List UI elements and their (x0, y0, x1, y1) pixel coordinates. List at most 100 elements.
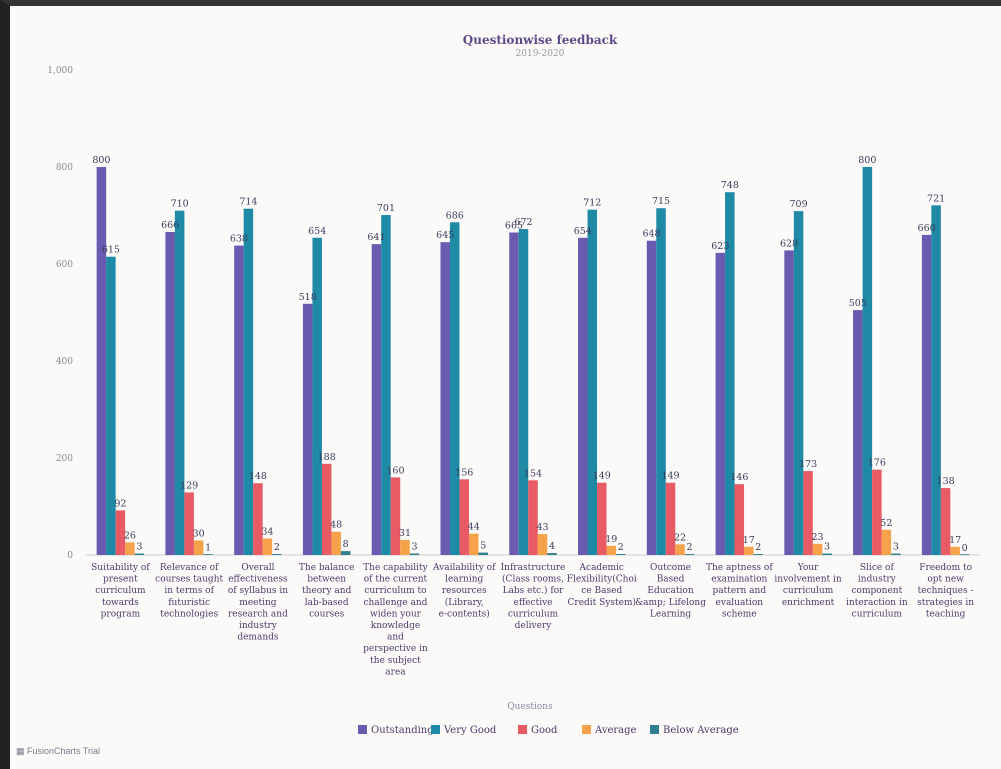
data-label: 714 (239, 197, 257, 208)
data-label: 160 (386, 465, 404, 476)
bar-good[interactable] (940, 488, 951, 555)
legend-item-very-good[interactable]: Very Good (431, 725, 497, 736)
legend-item-average[interactable]: Average (582, 725, 637, 736)
data-label: 8 (343, 539, 349, 550)
bar-good[interactable] (872, 469, 882, 555)
y-tick-label: 200 (56, 454, 73, 464)
bar-very-good[interactable] (725, 192, 735, 555)
legend-label: Average (594, 725, 637, 736)
bar-outstanding[interactable] (784, 250, 794, 556)
category-label: Your involvement in curriculum enrichment (774, 563, 841, 608)
data-label: 43 (536, 522, 548, 533)
bar-outstanding[interactable] (96, 167, 107, 555)
bar-very-good[interactable] (656, 208, 666, 555)
data-label: 721 (927, 193, 945, 204)
bar-average[interactable] (675, 544, 685, 555)
bar-very-good[interactable] (174, 210, 185, 555)
data-label: 22 (674, 532, 686, 543)
bar-below-average[interactable] (203, 554, 213, 555)
data-label: 19 (605, 534, 617, 545)
data-label: 2 (687, 542, 693, 553)
bar-outstanding[interactable] (921, 234, 932, 555)
bar-good[interactable] (528, 480, 538, 555)
bar-outstanding[interactable] (646, 240, 657, 555)
bar-average[interactable] (744, 546, 754, 555)
bar-good[interactable] (390, 477, 401, 555)
bar-below-average[interactable] (684, 554, 695, 555)
data-label: 176 (868, 458, 886, 469)
bar-good[interactable] (253, 483, 263, 555)
data-label: 3 (411, 542, 417, 553)
bar-below-average[interactable] (616, 554, 626, 555)
bar-very-good[interactable] (381, 215, 391, 555)
data-label: 748 (721, 180, 739, 191)
legend-item-good[interactable]: Good (518, 725, 558, 736)
bar-good[interactable] (321, 463, 332, 555)
bar-very-good[interactable] (106, 256, 116, 555)
bar-average[interactable] (950, 546, 960, 555)
y-tick-label: 600 (56, 260, 73, 270)
bar-below-average[interactable] (409, 553, 420, 555)
bar-below-average[interactable] (272, 554, 282, 555)
bar-good[interactable] (115, 510, 126, 555)
bar-below-average[interactable] (547, 553, 557, 555)
bar-outstanding[interactable] (715, 252, 726, 555)
bar-very-good[interactable] (243, 208, 254, 555)
bar-good[interactable] (803, 471, 813, 555)
bar-average[interactable] (331, 531, 341, 555)
bar-average[interactable] (812, 543, 823, 555)
bar-below-average[interactable] (340, 551, 351, 555)
bar-below-average[interactable] (134, 553, 145, 555)
bar-very-good[interactable] (587, 209, 598, 555)
branding-text: FusionCharts Trial (27, 746, 101, 756)
bar-average[interactable] (193, 540, 204, 555)
bar-below-average[interactable] (478, 552, 488, 555)
y-tick-label: 400 (56, 357, 73, 367)
bar-good[interactable] (665, 482, 676, 555)
bar-average[interactable] (262, 538, 273, 555)
bar-average[interactable] (606, 545, 617, 555)
data-label: 641 (367, 232, 385, 243)
bar-average[interactable] (881, 529, 892, 555)
bar-good[interactable] (459, 479, 469, 555)
bar-outstanding[interactable] (234, 245, 244, 555)
bar-outstanding[interactable] (440, 242, 450, 556)
bar-below-average[interactable] (753, 554, 764, 555)
category-label: Freedom to opt new techniques -strategies … (917, 563, 974, 619)
bar-good[interactable] (597, 482, 607, 555)
bar-very-good[interactable] (862, 167, 873, 555)
data-label: 52 (880, 518, 892, 529)
bar-good[interactable] (184, 492, 194, 555)
bar-outstanding[interactable] (165, 231, 175, 556)
bar-below-average[interactable] (959, 554, 970, 555)
legend-item-outstanding[interactable]: Outstanding (358, 725, 434, 736)
data-label: 3 (824, 542, 830, 553)
bar-outstanding[interactable] (302, 303, 313, 555)
bar-average[interactable] (125, 542, 135, 555)
bar-outstanding[interactable] (578, 237, 588, 555)
data-label: 30 (193, 528, 205, 539)
bar-very-good[interactable] (518, 229, 529, 555)
bar-below-average[interactable] (891, 553, 901, 555)
data-label: 149 (593, 471, 611, 482)
data-label: 709 (790, 199, 808, 210)
bar-outstanding[interactable] (509, 232, 519, 555)
bar-very-good[interactable] (931, 205, 941, 555)
legend-item-below-average[interactable]: Below Average (650, 725, 739, 736)
bar-good[interactable] (734, 484, 745, 555)
bar-outstanding[interactable] (371, 244, 382, 556)
bar-very-good[interactable] (312, 237, 322, 555)
bar-very-good[interactable] (449, 222, 460, 556)
bar-below-average[interactable] (822, 553, 832, 555)
branding[interactable]: ▦ FusionCharts Trial (16, 746, 100, 757)
category-label: Overall effectiveness of syllabus in meetin… (228, 563, 288, 643)
legend[interactable]: Outstanding Very Good Good Average Below Ave… (358, 725, 739, 736)
bar-average[interactable] (537, 534, 548, 555)
bar-very-good[interactable] (793, 211, 804, 555)
legend-label: Good (531, 725, 558, 736)
bar-outstanding[interactable] (853, 310, 863, 555)
bar-average[interactable] (400, 539, 410, 555)
bar-average[interactable] (468, 533, 479, 555)
data-label: 44 (468, 522, 480, 533)
